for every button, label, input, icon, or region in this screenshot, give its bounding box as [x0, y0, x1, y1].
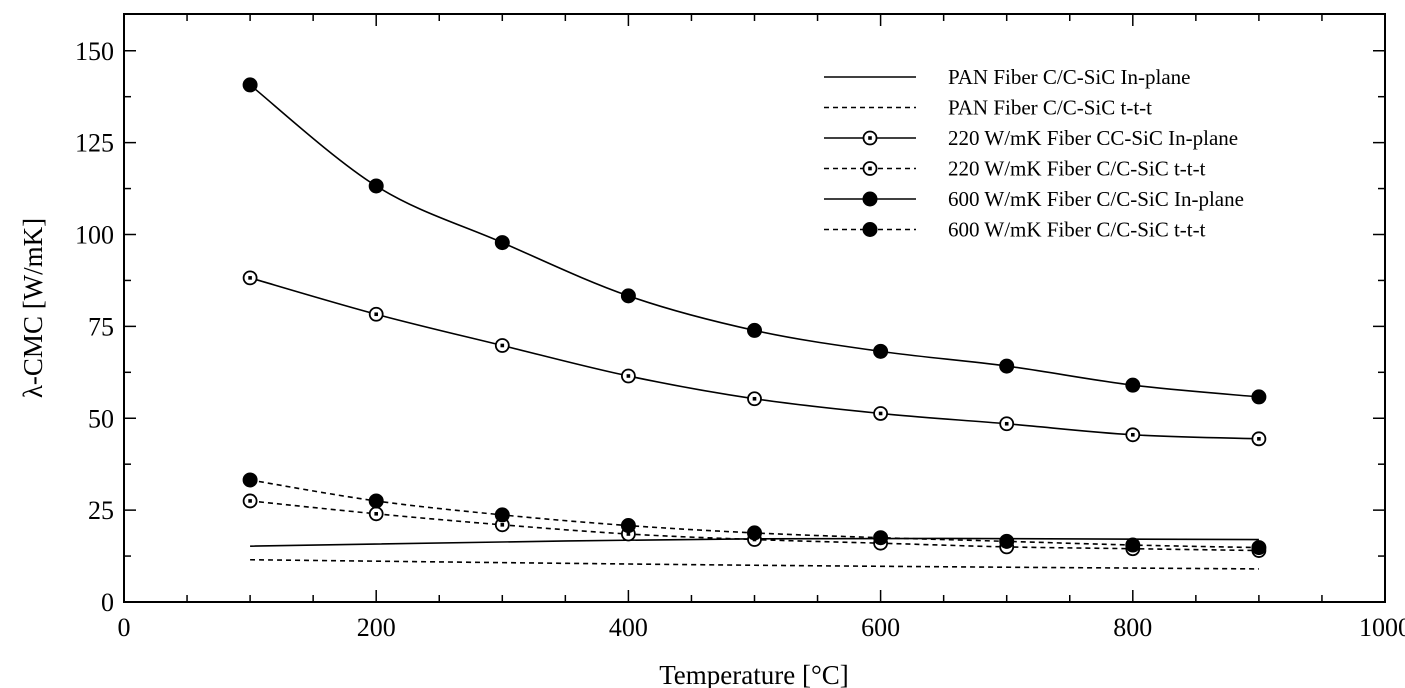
y-tick-label: 0	[101, 588, 114, 617]
data-point	[620, 288, 636, 304]
legend-label: 600 W/mK Fiber C/C-SiC In-plane	[948, 187, 1244, 211]
data-point	[747, 525, 762, 541]
data-point	[1125, 377, 1141, 393]
tick-labels: 0 200 400 600 800 1000 0 25 50 75 100 125 150	[75, 37, 1405, 642]
data-point-center	[500, 523, 505, 527]
legend-label: PAN Fiber C/C-SiC t-t-t	[948, 96, 1152, 120]
data-point-center	[374, 512, 378, 516]
data-point	[1251, 540, 1267, 556]
legend-entry: PAN Fiber C/C-SiC In-plane	[824, 65, 1190, 89]
data-point	[620, 518, 636, 534]
data-point	[999, 358, 1015, 374]
data-point	[747, 322, 762, 338]
y-tick-label: 25	[88, 496, 114, 525]
legend-label: 220 W/mK Fiber CC-SiC In-plane	[948, 126, 1238, 150]
data-point-center	[626, 532, 631, 536]
y-tick-label: 50	[88, 404, 114, 433]
legend-entry: 600 W/mK Fiber C/C-SiC t-t-t	[824, 218, 1206, 242]
legend-label: PAN Fiber C/C-SiC In-plane	[948, 65, 1190, 89]
data-point	[873, 530, 889, 546]
x-tick-label: 0	[118, 613, 131, 642]
data-point	[242, 77, 258, 93]
y-axis-label: λ-CMC [W/mK]	[18, 218, 48, 398]
y-tick-label: 100	[75, 221, 114, 250]
legend-marker-center	[868, 166, 872, 171]
series-2	[250, 558, 1259, 570]
x-tick-label: 400	[609, 613, 648, 642]
legend: PAN Fiber C/C-SiC In-plane PAN Fiber C/C-…	[824, 65, 1244, 242]
series-line	[249, 277, 1259, 440]
legend-label: 220 W/mK Fiber C/C-SiC t-t-t	[948, 157, 1206, 181]
y-tick-label: 125	[75, 129, 114, 158]
legend-marker-center	[868, 136, 872, 140]
y-tick-label: 150	[75, 37, 114, 66]
series-5	[242, 77, 1267, 405]
data-point-center	[878, 411, 883, 416]
data-point	[999, 533, 1015, 549]
legend-marker	[862, 222, 878, 237]
series-6	[242, 472, 1267, 556]
x-axis-label: Temperature [°C]	[659, 660, 849, 688]
data-point	[494, 507, 510, 523]
data-point-center	[248, 499, 252, 503]
x-tick-label: 1000	[1359, 613, 1405, 642]
data-point-center	[1257, 437, 1261, 441]
data-point-center	[1004, 421, 1009, 426]
data-point	[1125, 537, 1141, 553]
data-point	[1251, 389, 1267, 405]
series-3	[242, 270, 1267, 447]
data-point-center	[626, 374, 631, 378]
series-line	[250, 558, 1259, 570]
x-tick-label: 800	[1113, 613, 1152, 642]
legend-entry: PAN Fiber C/C-SiC t-t-t	[824, 96, 1152, 120]
legend-label: 600 W/mK Fiber C/C-SiC t-t-t	[948, 218, 1206, 242]
data-point-center	[1131, 432, 1135, 437]
series-layer	[242, 77, 1267, 570]
legend-entry: 220 W/mK Fiber CC-SiC In-plane	[824, 126, 1238, 150]
y-tick-label: 75	[88, 312, 114, 341]
data-point	[494, 235, 510, 251]
legend-entry: 220 W/mK Fiber C/C-SiC t-t-t	[824, 157, 1206, 181]
x-tick-label: 600	[861, 613, 900, 642]
data-point	[368, 178, 384, 194]
data-point-center	[752, 396, 757, 401]
data-point	[368, 493, 384, 509]
data-point	[242, 472, 258, 488]
data-point-center	[248, 276, 252, 280]
legend-entry: 600 W/mK Fiber C/C-SiC In-plane	[824, 187, 1244, 211]
legend-marker	[862, 191, 878, 207]
axis-ticks	[123, 14, 1386, 603]
x-tick-label: 200	[357, 613, 396, 642]
data-point-center	[374, 312, 378, 317]
data-point-center	[500, 343, 505, 348]
data-point	[873, 343, 889, 359]
plot-frame	[123, 13, 1386, 603]
